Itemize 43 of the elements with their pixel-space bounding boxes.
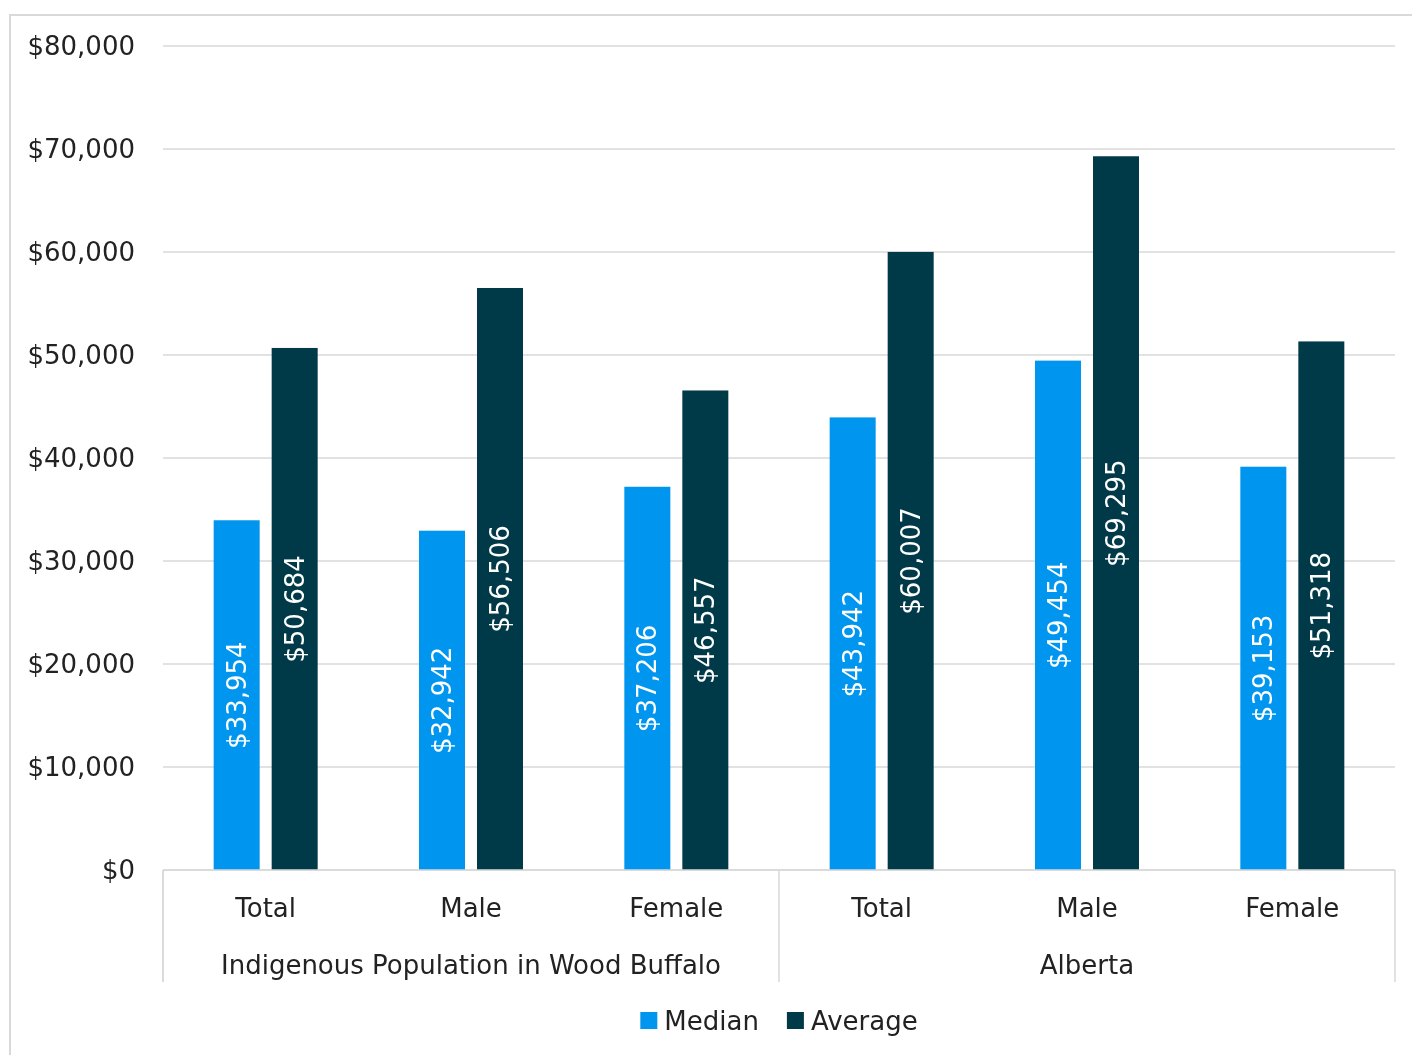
- data-label: $46,557: [690, 576, 721, 684]
- bar: [1035, 360, 1081, 870]
- legend-label: Median: [664, 1006, 759, 1036]
- text: Indigenous Population in Wood Buffalo: [221, 950, 721, 980]
- x-tick-label: Total: [234, 893, 297, 923]
- bar: [1093, 156, 1139, 870]
- bar: [1298, 341, 1345, 870]
- x-tick-label: Male: [440, 893, 502, 923]
- bar: [419, 530, 465, 870]
- bar: [887, 251, 934, 870]
- data-label: $60,007: [895, 507, 926, 615]
- data-label: $49,454: [1043, 561, 1073, 670]
- text: Alberta: [1039, 950, 1135, 980]
- data-label: $33,954: [221, 641, 252, 749]
- data-label: $43,942: [837, 589, 868, 698]
- data-label: $51,318: [1306, 551, 1337, 660]
- y-tick-label: $50,000: [27, 339, 135, 370]
- y-tick-label: $0: [101, 854, 135, 885]
- data-label: $69,295: [1101, 459, 1131, 567]
- y-tick-label: $30,000: [27, 545, 135, 576]
- bar: [829, 417, 876, 870]
- bar: [682, 390, 729, 870]
- y-tick-label: $80,000: [27, 30, 135, 61]
- bar: [213, 520, 260, 870]
- bar: [624, 486, 671, 870]
- data-label: $56,506: [485, 525, 515, 633]
- data-label: $39,153: [1248, 614, 1279, 723]
- y-tick-label: $60,000: [27, 236, 135, 267]
- y-tick-label: $20,000: [27, 648, 135, 679]
- bar: [271, 347, 318, 870]
- bar: [1240, 466, 1287, 870]
- y-tick-label: $40,000: [27, 442, 135, 473]
- x-tick-label: Total: [850, 893, 913, 923]
- data-label: $37,206: [632, 624, 663, 733]
- data-label: $32,942: [427, 646, 457, 755]
- legend-label: Average: [810, 1006, 918, 1036]
- x-tick-label: Female: [629, 893, 724, 923]
- data-label: $50,684: [279, 555, 310, 663]
- x-tick-label: Female: [1245, 893, 1340, 923]
- bar: [477, 287, 523, 870]
- x-tick-label: Male: [1056, 893, 1118, 923]
- y-tick-label: $10,000: [27, 751, 135, 782]
- y-tick-label: $70,000: [27, 133, 135, 164]
